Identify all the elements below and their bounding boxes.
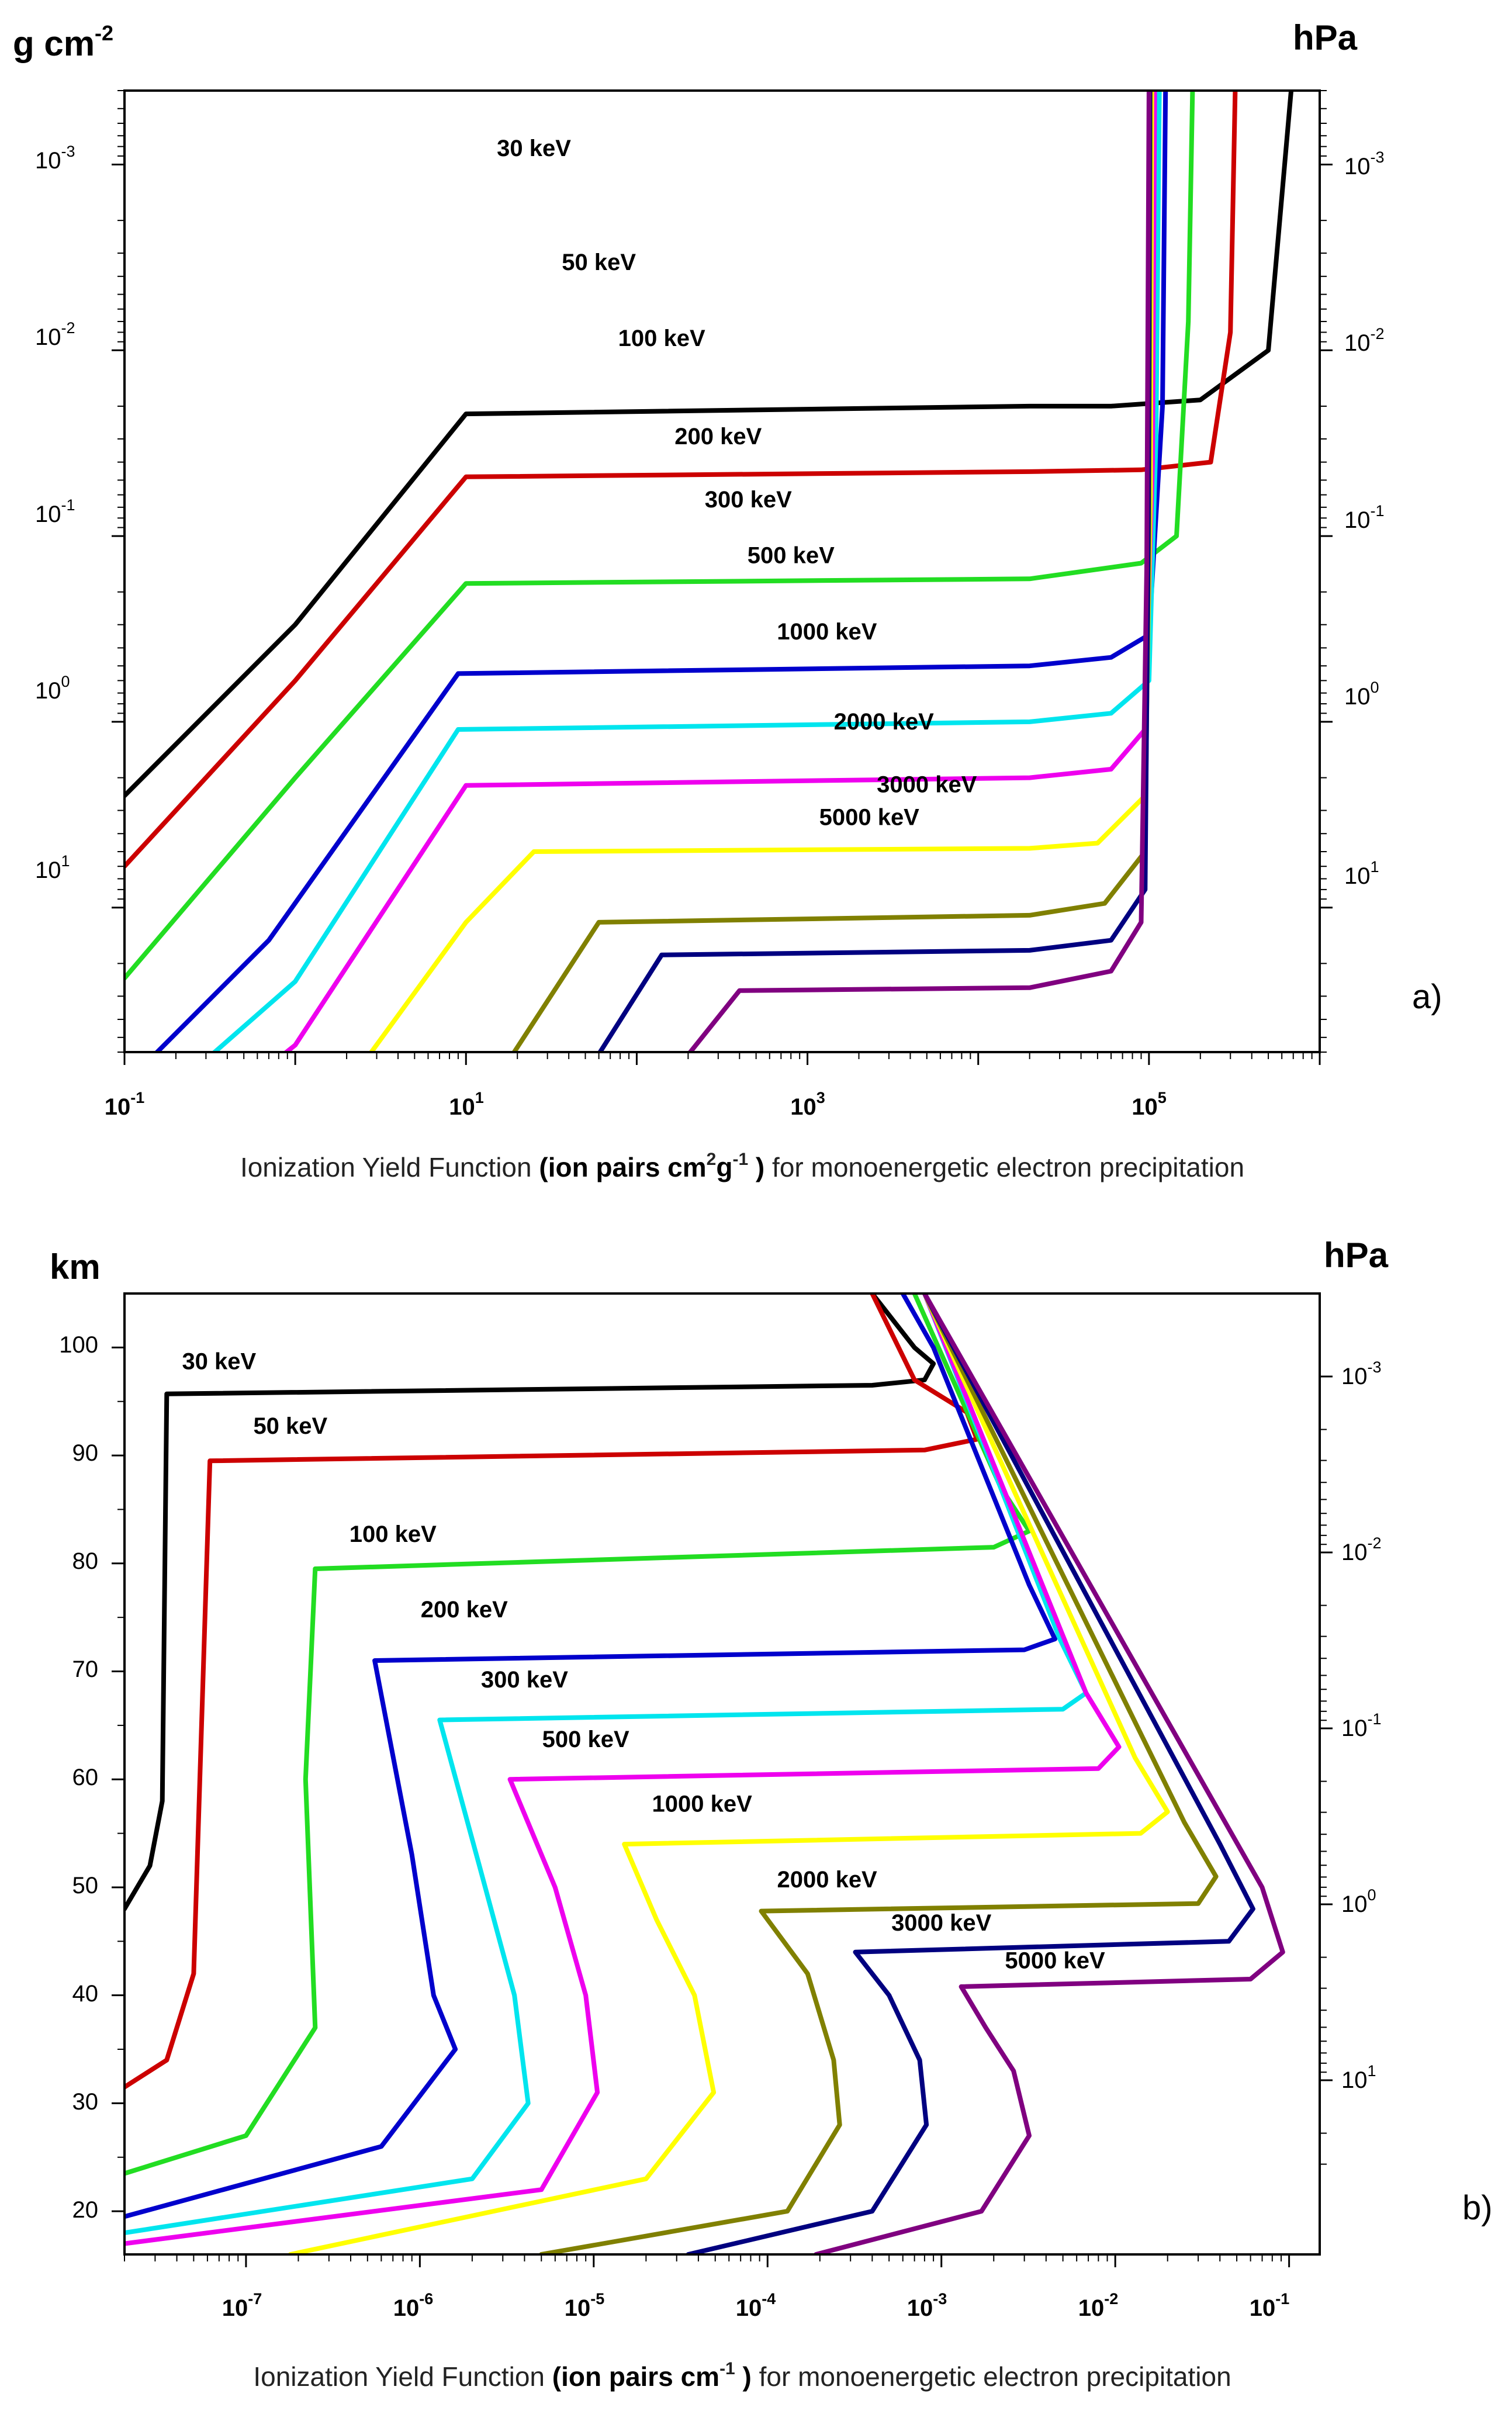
series-label: 500 keV <box>542 1727 629 1752</box>
y-tick-label-right: 10-1 <box>1341 1710 1382 1741</box>
panel-a-y-unit-right: hPa <box>1293 18 1358 57</box>
y-tick-label-right: 10-2 <box>1341 1534 1382 1565</box>
curve-group <box>124 91 1294 1052</box>
y-tick-label-right: 10-1 <box>1344 502 1385 533</box>
y-tick-label: 101 <box>35 852 70 883</box>
x-tick-label: 10-2 <box>1078 2290 1119 2321</box>
series-label: 100 keV <box>618 326 705 351</box>
x-tick-label: 103 <box>790 1089 825 1120</box>
series-line-5000-kev <box>687 91 1151 1052</box>
series-line-30-kev <box>124 91 1294 798</box>
panel-b-curves: 30 keV 50 keV 100 keV 200 keV 300 keV 500 keV… <box>124 1293 1285 2254</box>
y-tick-label: 40 <box>72 1981 99 2007</box>
series-label: 100 keV <box>350 1521 437 1547</box>
series-label: 50 keV <box>253 1413 327 1439</box>
panel-b-plot-frame <box>123 1292 1321 2256</box>
curve-group <box>124 1293 1285 2254</box>
y-tick-label: 100 <box>59 1332 98 1358</box>
y-tick-label-right: 101 <box>1344 858 1379 889</box>
series-label: 30 keV <box>182 1348 256 1374</box>
x-tick-label: 10-3 <box>907 2290 947 2321</box>
y-tick-label: 10-2 <box>35 319 75 350</box>
y-tick-label: 20 <box>72 2197 99 2223</box>
y-tick-label-right: 100 <box>1341 1886 1376 1917</box>
series-line-200-kev <box>154 91 1168 1052</box>
series-label: 50 keV <box>562 250 636 275</box>
x-tick-label: 101 <box>449 1089 484 1120</box>
panel-b: 30 keV 50 keV 100 keV 200 keV 300 keV 500 keV… <box>50 1236 1493 2392</box>
series-label: 3000 keV <box>891 1910 992 1936</box>
panel-a-curves: 30 keV 50 keV 100 keV 200 keV 300 keV 500 keV… <box>124 91 1294 1052</box>
x-tick-label: 105 <box>1132 1089 1167 1120</box>
y-tick-label: 80 <box>72 1548 99 1574</box>
y-tick-label-right: 10-3 <box>1341 1358 1382 1389</box>
panel-a-y-tick-labels-left: 10-3 10-2 10-1 100 101 <box>35 143 75 883</box>
series-label: 200 keV <box>421 1597 508 1623</box>
series-label: 1000 keV <box>652 1791 753 1817</box>
panel-a-x-axis-title: Ionization Yield Function (ion pairs cm2… <box>240 1150 1244 1182</box>
series-label: 5000 keV <box>1005 1948 1105 1973</box>
panel-a-y-unit-left: g cm-2 <box>13 21 113 63</box>
y-tick-label-right: 10-3 <box>1344 148 1385 179</box>
series-line-50-kev <box>124 91 1238 869</box>
panel-a-label: a) <box>1412 978 1442 1016</box>
series-label: 5000 keV <box>819 805 920 831</box>
x-tick-label: 10-4 <box>736 2290 776 2321</box>
x-tick-label: 10-1 <box>105 1089 145 1120</box>
series-label: 30 keV <box>497 136 571 161</box>
series-label: 500 keV <box>748 543 835 569</box>
series-line-500-kev <box>282 91 1157 1052</box>
series-label: 3000 keV <box>877 772 977 798</box>
series-label: 1000 keV <box>777 619 877 645</box>
series-line-3000-kev <box>686 1293 1255 2254</box>
y-tick-label: 90 <box>72 1440 99 1466</box>
panel-a: 30 keV 50 keV 100 keV 200 keV 300 keV 500 keV… <box>13 18 1442 1182</box>
series-line-30-kev <box>124 1293 936 1911</box>
x-tick-label: 10-6 <box>393 2290 434 2321</box>
y-tick-label: 60 <box>72 1765 99 1790</box>
series-line-200-kev <box>124 1293 1057 2219</box>
series-line-300-kev <box>211 91 1162 1052</box>
x-tick-label: 10-5 <box>565 2290 605 2321</box>
series-label: 300 keV <box>705 487 792 513</box>
panel-b-y-tick-labels-left: 20 30 40 50 60 70 80 90 100 <box>59 1332 98 2223</box>
panel-b-y-tick-labels-right: 10-3 10-2 10-1 100 101 <box>1341 1358 1382 2093</box>
series-line-100-kev <box>124 91 1195 981</box>
series-label: 2000 keV <box>777 1867 877 1893</box>
panel-b-label: b) <box>1462 2189 1493 2227</box>
panel-a-x-tick-labels: 10-1 101 103 105 <box>105 1089 1167 1120</box>
y-tick-label: 10-1 <box>35 496 75 527</box>
series-line-2000-kev <box>511 91 1153 1052</box>
series-line-1000-kev <box>288 1293 1170 2254</box>
y-tick-label-right: 10-2 <box>1344 325 1385 356</box>
panel-b-x-tick-labels: 10-7 10-6 10-5 10-4 10-3 10-2 10-1 <box>222 2290 1290 2321</box>
series-line-3000-kev <box>597 91 1153 1052</box>
y-tick-label: 10-3 <box>35 143 75 174</box>
panel-b-x-axis-title: Ionization Yield Function (ion pairs cm-… <box>253 2359 1231 2392</box>
y-tick-label: 30 <box>72 2089 99 2115</box>
y-tick-label-right: 101 <box>1341 2062 1376 2093</box>
panel-a-y-tick-labels-right: 10-3 10-2 10-1 100 101 <box>1344 148 1385 889</box>
series-line-2000-kev <box>539 1293 1219 2254</box>
series-line-50-kev <box>124 1293 980 2090</box>
series-line-5000-kev <box>814 1293 1285 2254</box>
series-label: 2000 keV <box>834 709 935 735</box>
y-tick-label: 70 <box>72 1656 99 1682</box>
y-tick-label: 100 <box>35 673 70 704</box>
y-tick-label: 50 <box>72 1873 99 1898</box>
x-tick-label: 10-1 <box>1250 2290 1290 2321</box>
series-label: 200 keV <box>674 424 762 449</box>
panel-b-y-unit-right: hPa <box>1324 1236 1389 1275</box>
panel-b-y-unit-left: km <box>50 1247 101 1286</box>
y-tick-label-right: 100 <box>1344 679 1379 710</box>
series-label: 300 keV <box>481 1667 568 1693</box>
x-tick-label: 10-7 <box>222 2290 262 2321</box>
series-line-500-kev <box>124 1293 1122 2246</box>
panel-a-plot-frame <box>123 89 1321 1053</box>
